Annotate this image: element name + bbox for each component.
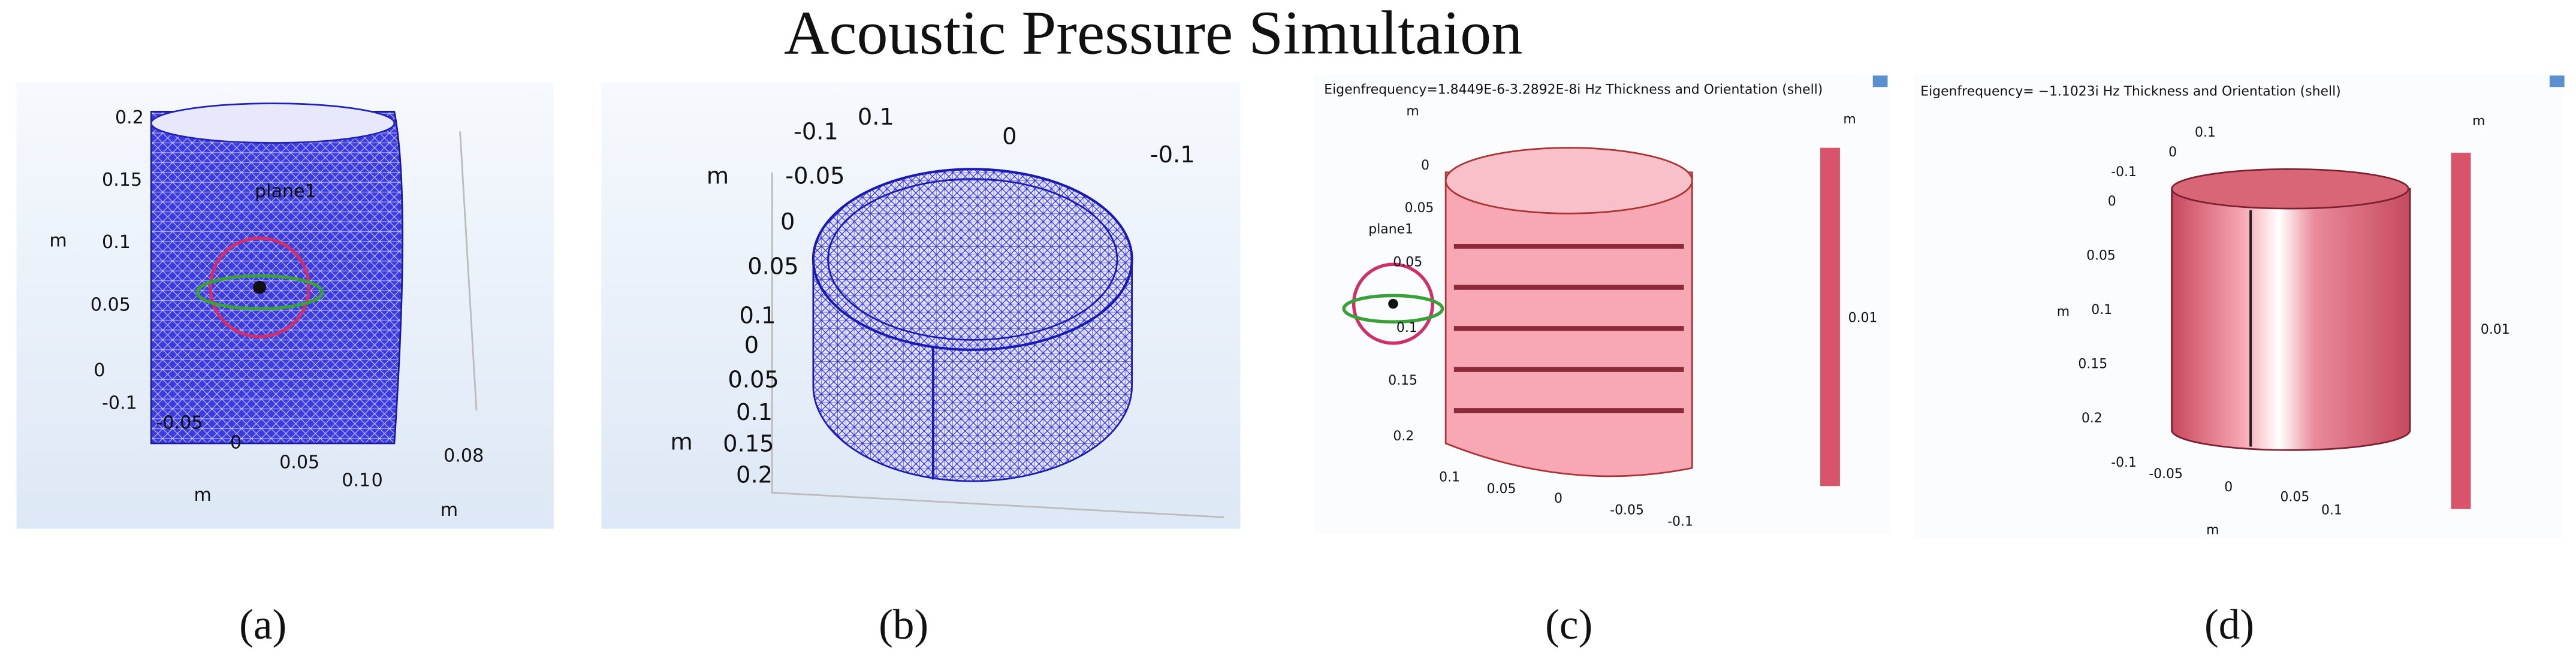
axis-label: -0.05 (1610, 503, 1644, 518)
axis-label: -0.05 (156, 413, 203, 434)
axis-label: 0.1 (2321, 503, 2342, 518)
axis-label: 0.2 (115, 107, 144, 128)
axis-label: -0.1 (1667, 515, 1693, 530)
axis-label: 0.2 (736, 461, 773, 488)
axis-label: 0 (1554, 491, 1563, 506)
figure-title: Acoustic Pressure Simultaion (784, 0, 1522, 68)
panel-caption: (d) (2204, 601, 2254, 648)
axis-label: 0.1 (1396, 321, 1417, 335)
axis-label: 0.1 (2195, 125, 2216, 140)
axis-label: m (49, 230, 67, 251)
axis-label: 0 (780, 208, 795, 235)
axis-label: 0.1 (1439, 470, 1460, 485)
axis-label: 0 (372, 470, 383, 491)
axis-label: 0 (1002, 123, 1016, 150)
axis-label: 0.15 (2078, 356, 2107, 371)
axis-label: 0 (93, 360, 105, 381)
axis-label: -0.1 (1150, 141, 1195, 168)
axis-label: 0.1 (342, 470, 370, 491)
axis-label: -0.1 (2111, 165, 2137, 180)
model-a (150, 102, 478, 445)
axis-label: -0.1 (2111, 455, 2137, 470)
axis-label: 0 (2224, 480, 2233, 495)
axis-label: -0.1 (794, 119, 838, 146)
axis-label: 0.1 (102, 232, 131, 253)
axis-label: 0 (2168, 145, 2177, 160)
model-d (2171, 75, 2565, 509)
axis-label: m (441, 500, 458, 521)
axis-label: 0.05 (2281, 489, 2310, 504)
axis-label: m (2206, 522, 2219, 537)
axis-label: m (2472, 114, 2485, 129)
axis-label: 0.01 (2481, 322, 2510, 337)
axis-label: -0.05 (2149, 467, 2183, 482)
axis-label: 0.08 (444, 445, 484, 466)
axis-label: 0.1 (736, 399, 773, 426)
axis-label: m (2057, 304, 2070, 319)
axis-label: 0.05 (1393, 255, 1422, 270)
model-b (771, 168, 1224, 518)
axis-label: 0.05 (91, 294, 131, 315)
model-c (1342, 75, 1888, 486)
axis-label: 0.01 (1848, 311, 1878, 326)
axis-label: 0.05 (2086, 249, 2116, 264)
axis-label: m (707, 163, 729, 190)
axis-label: 0.05 (279, 452, 319, 473)
axis-label: plane1 (255, 181, 316, 202)
axis-label: 0.2 (1393, 429, 1414, 444)
axis-label: plane1 (1368, 222, 1413, 237)
panel-heading: Eigenfrequency=1.8449E-6-3.2892E-8i Hz T… (1324, 83, 1823, 98)
axis-label: 0.05 (728, 366, 779, 393)
axis-label: -0.1 (102, 393, 137, 414)
axis-label: 0.1 (2091, 303, 2112, 318)
axis-label: -0.05 (785, 163, 844, 190)
panel-heading: Eigenfrequency= −1.1023i Hz Thickness an… (1920, 84, 2340, 99)
axis-label: 0 (744, 332, 759, 359)
axis-label: 0.15 (1388, 373, 1417, 388)
axis-label: m (1843, 112, 1856, 127)
axis-label: 0 (230, 433, 242, 454)
axis-label: m (1406, 104, 1419, 119)
axis-label: 0.15 (723, 430, 774, 457)
axis-label: 0.1 (740, 302, 776, 329)
axis-label: m (670, 429, 692, 456)
panel-caption: (a) (239, 601, 286, 648)
axis-label: 0.15 (102, 170, 142, 191)
axis-label: 0 (2108, 194, 2116, 209)
panel-caption: (c) (1545, 601, 1592, 648)
axis-label: 0.2 (2082, 411, 2103, 426)
axis-label: 0.05 (1487, 482, 1516, 497)
axis-label: m (194, 485, 212, 506)
axis-label: 0 (1421, 158, 1429, 173)
axis-label: 0.05 (747, 253, 798, 280)
axis-label: 0.1 (858, 104, 894, 131)
panel-caption: (b) (879, 601, 928, 648)
axis-label: 0.05 (1405, 201, 1434, 216)
